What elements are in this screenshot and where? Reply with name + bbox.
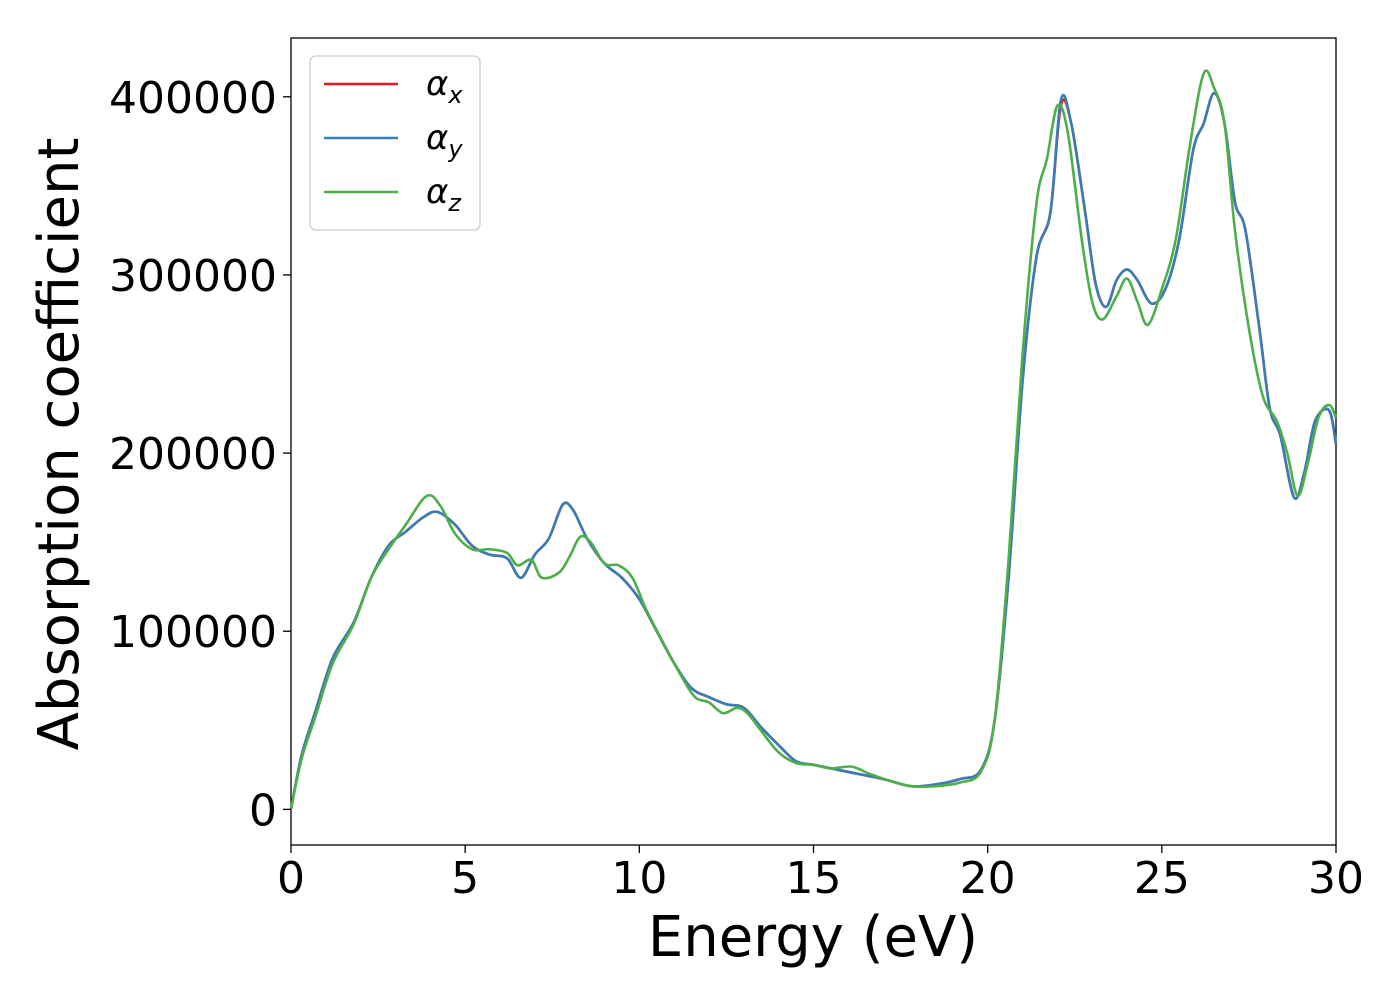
y-tick-label: 0 <box>249 785 277 836</box>
x-tick-label: 25 <box>1134 853 1190 904</box>
legend-label-z: αz <box>426 172 462 217</box>
y-tick-label: 400000 <box>109 73 277 124</box>
x-tick-label: 20 <box>960 853 1016 904</box>
legend-box <box>309 55 481 231</box>
x-tick-label: 30 <box>1308 853 1364 904</box>
x-axis-title: Energy (eV) <box>648 905 978 970</box>
legend-label-y: αy <box>426 118 463 163</box>
series-layer <box>289 69 1338 810</box>
series-line-z <box>289 69 1338 810</box>
y-axis-title: Absorption coefficient <box>27 138 92 751</box>
x-tick-label: 10 <box>611 853 667 904</box>
x-axis: 0 5 10 15 20 25 30 <box>277 845 1364 904</box>
x-tick-label: 0 <box>277 853 305 904</box>
y-tick-label: 100000 <box>109 607 277 658</box>
legend-label-x: αx <box>426 64 463 109</box>
legend: αx αy αz <box>309 55 481 231</box>
y-axis: 0 100000 200000 300000 400000 <box>109 73 291 836</box>
x-tick-label: 15 <box>786 853 842 904</box>
x-tick-label: 5 <box>451 853 479 904</box>
y-tick-label: 300000 <box>109 251 277 302</box>
y-tick-label: 200000 <box>109 429 277 480</box>
